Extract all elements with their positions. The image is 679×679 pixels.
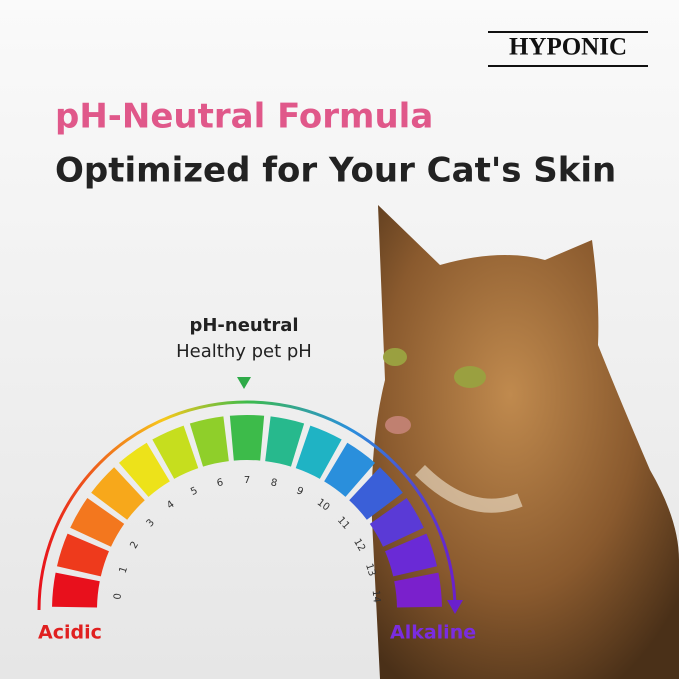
left-label: Acidic xyxy=(38,622,102,644)
scale-label: 2 xyxy=(128,540,141,551)
scale-segment xyxy=(369,498,424,547)
headline-line2: Optimized for Your Cat's Skin xyxy=(55,151,616,191)
right-label: Alkaline xyxy=(390,622,476,644)
scale-label: 9 xyxy=(295,485,305,498)
scale-label: 13 xyxy=(363,562,377,578)
scale-label: 6 xyxy=(216,477,225,489)
scale-segment xyxy=(56,533,109,577)
brand: HYPONIC xyxy=(509,34,627,61)
scale-segment xyxy=(91,467,145,520)
scale-segment xyxy=(349,467,403,520)
scale-segment xyxy=(70,498,125,547)
pointer-subtitle: Healthy pet pH xyxy=(176,341,312,362)
scale-segment xyxy=(394,572,442,608)
scale-label: 4 xyxy=(165,499,177,512)
scale-segment xyxy=(295,425,342,479)
scale-arrowhead xyxy=(447,600,463,614)
scale-label: 0 xyxy=(112,593,124,600)
scale-segment xyxy=(324,442,376,497)
scale-segment xyxy=(229,414,265,461)
scale-label: 7 xyxy=(244,475,250,486)
scale-label: 5 xyxy=(189,485,199,498)
scale-label: 1 xyxy=(118,565,130,574)
scale-segment xyxy=(189,416,229,467)
scale-segment xyxy=(152,425,199,479)
scale-segment xyxy=(385,533,438,577)
scale-segment xyxy=(118,442,170,497)
scale-segment xyxy=(265,416,305,467)
scale-arc xyxy=(37,400,457,611)
scale-label: 14 xyxy=(370,590,382,604)
pointer-title: pH-neutral xyxy=(189,315,298,336)
headline-line1: pH-Neutral Formula xyxy=(55,97,433,137)
scale-segment xyxy=(52,572,100,608)
pointer-arrow xyxy=(237,377,251,389)
scale-label: 8 xyxy=(270,477,279,489)
